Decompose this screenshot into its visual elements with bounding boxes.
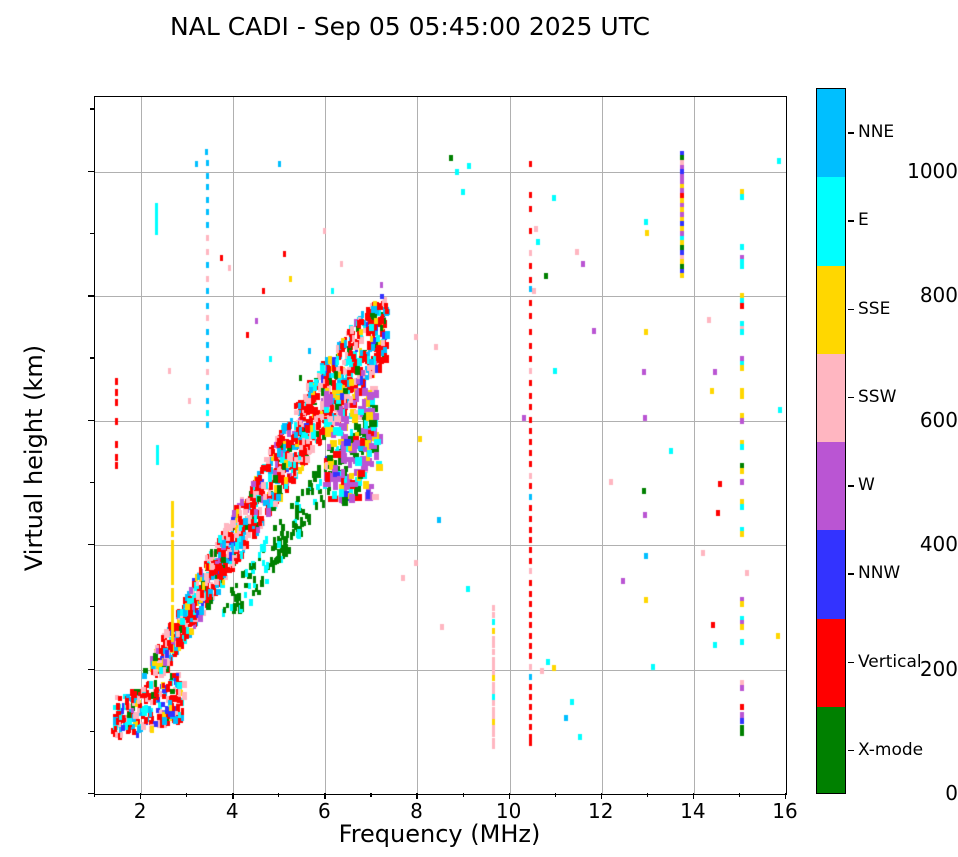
y-tick-minor (90, 606, 94, 608)
x-tick-mark (324, 793, 326, 799)
colorbar[interactable] (816, 88, 846, 794)
x-tick-minor (554, 793, 556, 797)
colorbar-segment-ssw[interactable] (817, 353, 845, 442)
y-tick-mark (88, 793, 94, 795)
x-tick-mark (508, 793, 510, 799)
colorbar-tick (848, 308, 854, 311)
colorbar-segment-vertical[interactable] (817, 618, 845, 707)
y-tick-label: 800 (919, 283, 958, 308)
x-tick-label: 4 (225, 799, 239, 823)
colorbar-tick (848, 573, 854, 575)
scatter-points (95, 97, 786, 794)
colorbar-segment-w[interactable] (817, 442, 845, 531)
x-tick-label: 16 (772, 799, 798, 823)
colorbar-segment-e[interactable] (817, 177, 845, 266)
y-tick-minor (90, 232, 94, 235)
x-tick-label: 8 (410, 799, 423, 823)
colorbar-tick-label-e: E (858, 210, 869, 231)
x-tick-mark (692, 793, 695, 799)
colorbar-tick (848, 749, 854, 752)
x-tick-label: 6 (317, 799, 331, 823)
x-tick-minor (646, 793, 648, 797)
colorbar-tick (848, 220, 854, 222)
x-tick-mark (232, 793, 234, 799)
x-tick-minor (186, 793, 188, 797)
colorbar-tick (848, 485, 854, 487)
x-tick-minor (278, 793, 280, 797)
x-tick-label: 2 (133, 799, 147, 823)
colorbar-tick (848, 661, 854, 664)
colorbar-tick-label-nnw: NNW (858, 563, 901, 584)
colorbar-tick-label-nne: NNE (858, 122, 895, 143)
x-axis-label: Frequency (MHz) (338, 820, 541, 848)
x-tick-minor (94, 793, 96, 797)
colorbar-tick-label-sse: SSE (858, 298, 891, 319)
y-tick-mark (88, 544, 94, 546)
x-tick-label: 14 (680, 799, 706, 823)
y-tick-mark (88, 668, 94, 670)
y-tick-label: 600 (919, 407, 958, 432)
colorbar-segment-nne[interactable] (817, 89, 845, 178)
colorbar-tick-label-vertical: Vertical (858, 651, 922, 672)
y-tick-label: 200 (919, 656, 958, 681)
x-tick-mark (785, 793, 787, 799)
y-tick-minor (90, 108, 94, 110)
colorbar-tick-label-w: W (858, 475, 875, 496)
y-tick-minor (90, 357, 94, 359)
colorbar-segment-x-mode[interactable] (817, 706, 845, 793)
plot-area[interactable] (94, 96, 787, 795)
y-tick-minor (90, 481, 94, 484)
y-axis-label: Virtual height (km) (20, 344, 48, 572)
y-tick-mark (88, 170, 94, 173)
y-tick-label: 1000 (907, 158, 958, 183)
y-tick-minor (90, 730, 94, 732)
gridline-vertical (786, 97, 787, 794)
x-tick-minor (370, 793, 372, 797)
x-tick-mark (600, 793, 603, 799)
x-tick-minor (738, 793, 741, 797)
colorbar-tick (848, 396, 854, 399)
x-tick-label: 12 (587, 799, 614, 823)
x-tick-mark (416, 793, 418, 799)
colorbar-tick-label-ssw: SSW (858, 386, 897, 407)
x-tick-minor (462, 793, 464, 797)
colorbar-tick-label-x-mode: X-mode (858, 739, 924, 760)
colorbar-segment-nnw[interactable] (817, 530, 845, 619)
colorbar-segment-sse[interactable] (817, 265, 845, 354)
colorbar-tick (848, 132, 854, 134)
x-tick-label: 10 (495, 799, 522, 823)
x-tick-mark (140, 793, 142, 799)
page-title: NAL CADI - Sep 05 05:45:00 2025 UTC (170, 12, 650, 41)
y-tick-label: 0 (945, 781, 958, 805)
y-tick-mark (88, 295, 94, 297)
y-tick-mark (88, 419, 94, 421)
y-tick-label: 400 (919, 532, 958, 557)
